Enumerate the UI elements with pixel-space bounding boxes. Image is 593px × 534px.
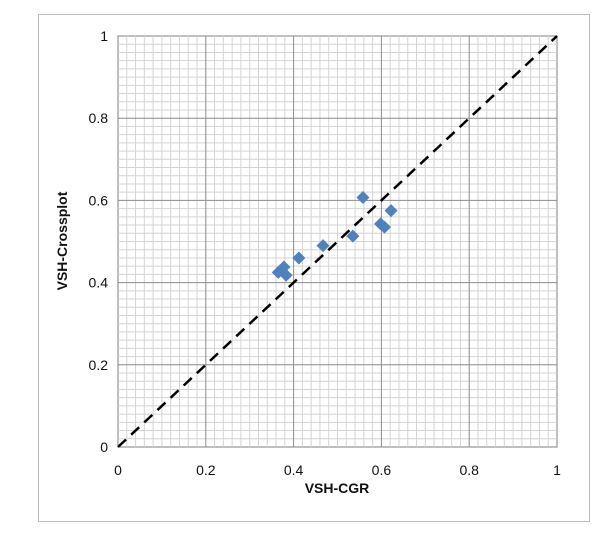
- data-points: [271, 191, 398, 282]
- x-tick-labels: 0 0.2 0.4 0.6 0.8 1: [114, 462, 561, 478]
- data-point: [316, 239, 330, 253]
- y-tick-label: 1: [100, 28, 108, 44]
- x-tick-label: 1: [553, 462, 561, 478]
- data-point: [346, 229, 360, 243]
- y-tick-label: 0.6: [89, 192, 109, 208]
- y-tick-labels: 0 0.2 0.4 0.6 0.8 1: [89, 28, 109, 455]
- x-axis-label: VSH-CGR: [305, 480, 370, 496]
- data-point: [377, 220, 391, 234]
- chart-frame: 0 0.2 0.4 0.6 0.8 1 0 0.2 0.4 0.6 0.8 1 VSH-CGR VS…: [38, 14, 590, 522]
- reference-line: [117, 35, 558, 448]
- y-tick-label: 0.4: [89, 275, 109, 291]
- x-tick-label: 0.6: [372, 462, 392, 478]
- data-point: [356, 191, 370, 205]
- data-point: [279, 268, 293, 282]
- data-point: [384, 204, 398, 218]
- y-tick-label: 0: [100, 439, 108, 455]
- x-tick-label: 0.8: [459, 462, 479, 478]
- data-point: [277, 260, 291, 274]
- data-point: [292, 251, 306, 265]
- x-tick-label: 0: [114, 462, 122, 478]
- minor-grid: [118, 36, 557, 447]
- y-tick-label: 0.8: [89, 110, 109, 126]
- y-axis-label: VSH-Crossplot: [54, 191, 70, 290]
- x-tick-label: 0.4: [284, 462, 304, 478]
- y-tick-label: 0.2: [89, 357, 109, 373]
- major-grid: [118, 36, 557, 447]
- scatter-chart: 0 0.2 0.4 0.6 0.8 1 0 0.2 0.4 0.6 0.8 1 VSH-CGR VS…: [54, 28, 561, 496]
- one-to-one-dashed-line: [117, 35, 558, 448]
- x-tick-label: 0.2: [196, 462, 216, 478]
